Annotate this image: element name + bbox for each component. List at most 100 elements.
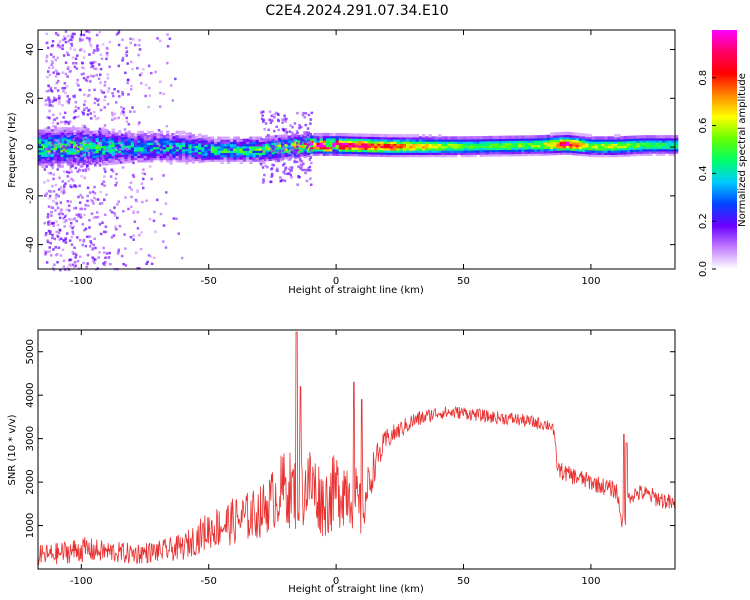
heatmap-speckle: [64, 219, 68, 222]
heatmap-speckle: [61, 104, 64, 107]
heatmap-cell: [498, 151, 503, 155]
heatmap-cell: [82, 146, 87, 151]
heatmap-cell: [662, 135, 666, 139]
heatmap-cell: [60, 142, 64, 146]
heatmap-cell: [210, 145, 215, 149]
heatmap-cell: [76, 147, 80, 151]
heatmap-cell: [572, 138, 576, 143]
heatmap-cell: [185, 152, 189, 156]
heatmap-speckle: [278, 137, 281, 141]
heatmap-cell: [402, 134, 407, 138]
heatmap-speckle: [263, 128, 266, 131]
heatmap-cell: [166, 146, 170, 150]
heatmap-cell: [546, 134, 551, 138]
heatmap-speckle: [81, 38, 84, 42]
heatmap-cell: [418, 145, 423, 149]
heatmap-cell: [57, 131, 61, 135]
heatmap-cell: [655, 143, 660, 148]
heatmap-cell: [44, 153, 48, 157]
heatmap-cell: [44, 155, 48, 160]
heatmap-cell: [338, 139, 343, 143]
heatmap-cell: [86, 155, 90, 159]
heatmap-speckle: [50, 210, 54, 214]
heatmap-cell: [326, 152, 330, 156]
heatmap-cell: [530, 146, 535, 150]
heatmap-cell: [383, 153, 388, 158]
heatmap-cell: [38, 162, 42, 166]
heatmap-cell: [319, 132, 324, 137]
heatmap-cell: [450, 151, 455, 155]
heatmap-cell: [188, 145, 192, 149]
heatmap-cell: [582, 135, 586, 139]
heatmap-cell: [447, 151, 452, 155]
heatmap-cell: [374, 149, 378, 153]
heatmap-cell: [374, 153, 378, 157]
heatmap-speckle: [129, 37, 132, 40]
heatmap-cell: [233, 156, 237, 160]
heatmap-cell: [550, 145, 554, 149]
heatmap-cell: [92, 130, 96, 134]
heatmap-cell: [540, 146, 544, 150]
heatmap-cell: [140, 148, 144, 152]
heatmap-speckle: [124, 247, 127, 250]
heatmap-cell: [143, 135, 148, 139]
heatmap-speckle: [94, 60, 97, 64]
heatmap-speckle: [88, 191, 92, 194]
heatmap-speckle: [46, 239, 49, 242]
heatmap-cell: [524, 152, 528, 157]
heatmap-cell: [124, 135, 128, 140]
heatmap-speckle: [73, 48, 76, 51]
heatmap-cell: [223, 151, 228, 156]
heatmap-cell: [249, 138, 253, 142]
heatmap-cell: [140, 135, 144, 139]
heatmap-speckle: [47, 84, 50, 87]
heatmap-cell: [111, 141, 116, 145]
heatmap-speckle: [261, 114, 264, 117]
heatmap-cell: [575, 139, 580, 143]
heatmap-speckle: [175, 217, 178, 220]
heatmap-cell: [92, 161, 96, 165]
heatmap-cell: [111, 139, 116, 143]
heatmap-cell: [438, 149, 442, 153]
heatmap-cell: [383, 140, 388, 144]
heatmap-speckle: [132, 175, 136, 178]
heatmap-speckle: [306, 127, 310, 130]
heatmap-cell: [636, 135, 640, 139]
heatmap-speckle: [62, 170, 66, 173]
heatmap-speckle: [73, 184, 76, 187]
heatmap-speckle: [91, 65, 95, 68]
heatmap-cell: [226, 154, 231, 158]
heatmap-speckle: [88, 88, 91, 92]
heatmap-cell: [335, 135, 340, 139]
heatmap-cell: [105, 142, 109, 146]
heatmap-speckle: [72, 62, 75, 65]
heatmap-speckle: [302, 111, 305, 115]
heatmap-cell: [143, 139, 148, 143]
heatmap-speckle: [69, 133, 72, 136]
heatmap-speckle: [84, 203, 87, 207]
heatmap-cell: [175, 146, 180, 150]
heatmap-cell: [617, 138, 621, 142]
heatmap-speckle: [278, 149, 282, 152]
heatmap-speckle: [138, 73, 142, 77]
heatmap-speckle: [127, 207, 130, 211]
heatmap-speckle: [129, 88, 133, 91]
heatmap-cell: [374, 136, 378, 140]
heatmap-speckle: [96, 49, 99, 52]
heatmap-speckle: [121, 59, 124, 62]
heatmap-speckle: [301, 113, 305, 117]
heatmap-cell: [310, 135, 314, 139]
heatmap-cell: [585, 144, 589, 148]
heatmap-cell: [143, 154, 148, 159]
heatmap-cell: [652, 139, 656, 143]
heatmap-speckle: [307, 113, 311, 117]
heatmap-cell: [313, 150, 317, 154]
heatmap-cell: [454, 149, 458, 153]
heatmap-cell: [182, 141, 186, 145]
heatmap-speckle: [93, 135, 97, 138]
heatmap-speckle: [299, 158, 302, 161]
heatmap-speckle: [79, 132, 83, 135]
heatmap-speckle: [50, 63, 53, 66]
heatmap-cell: [271, 139, 276, 144]
heatmap-cell: [121, 149, 125, 153]
